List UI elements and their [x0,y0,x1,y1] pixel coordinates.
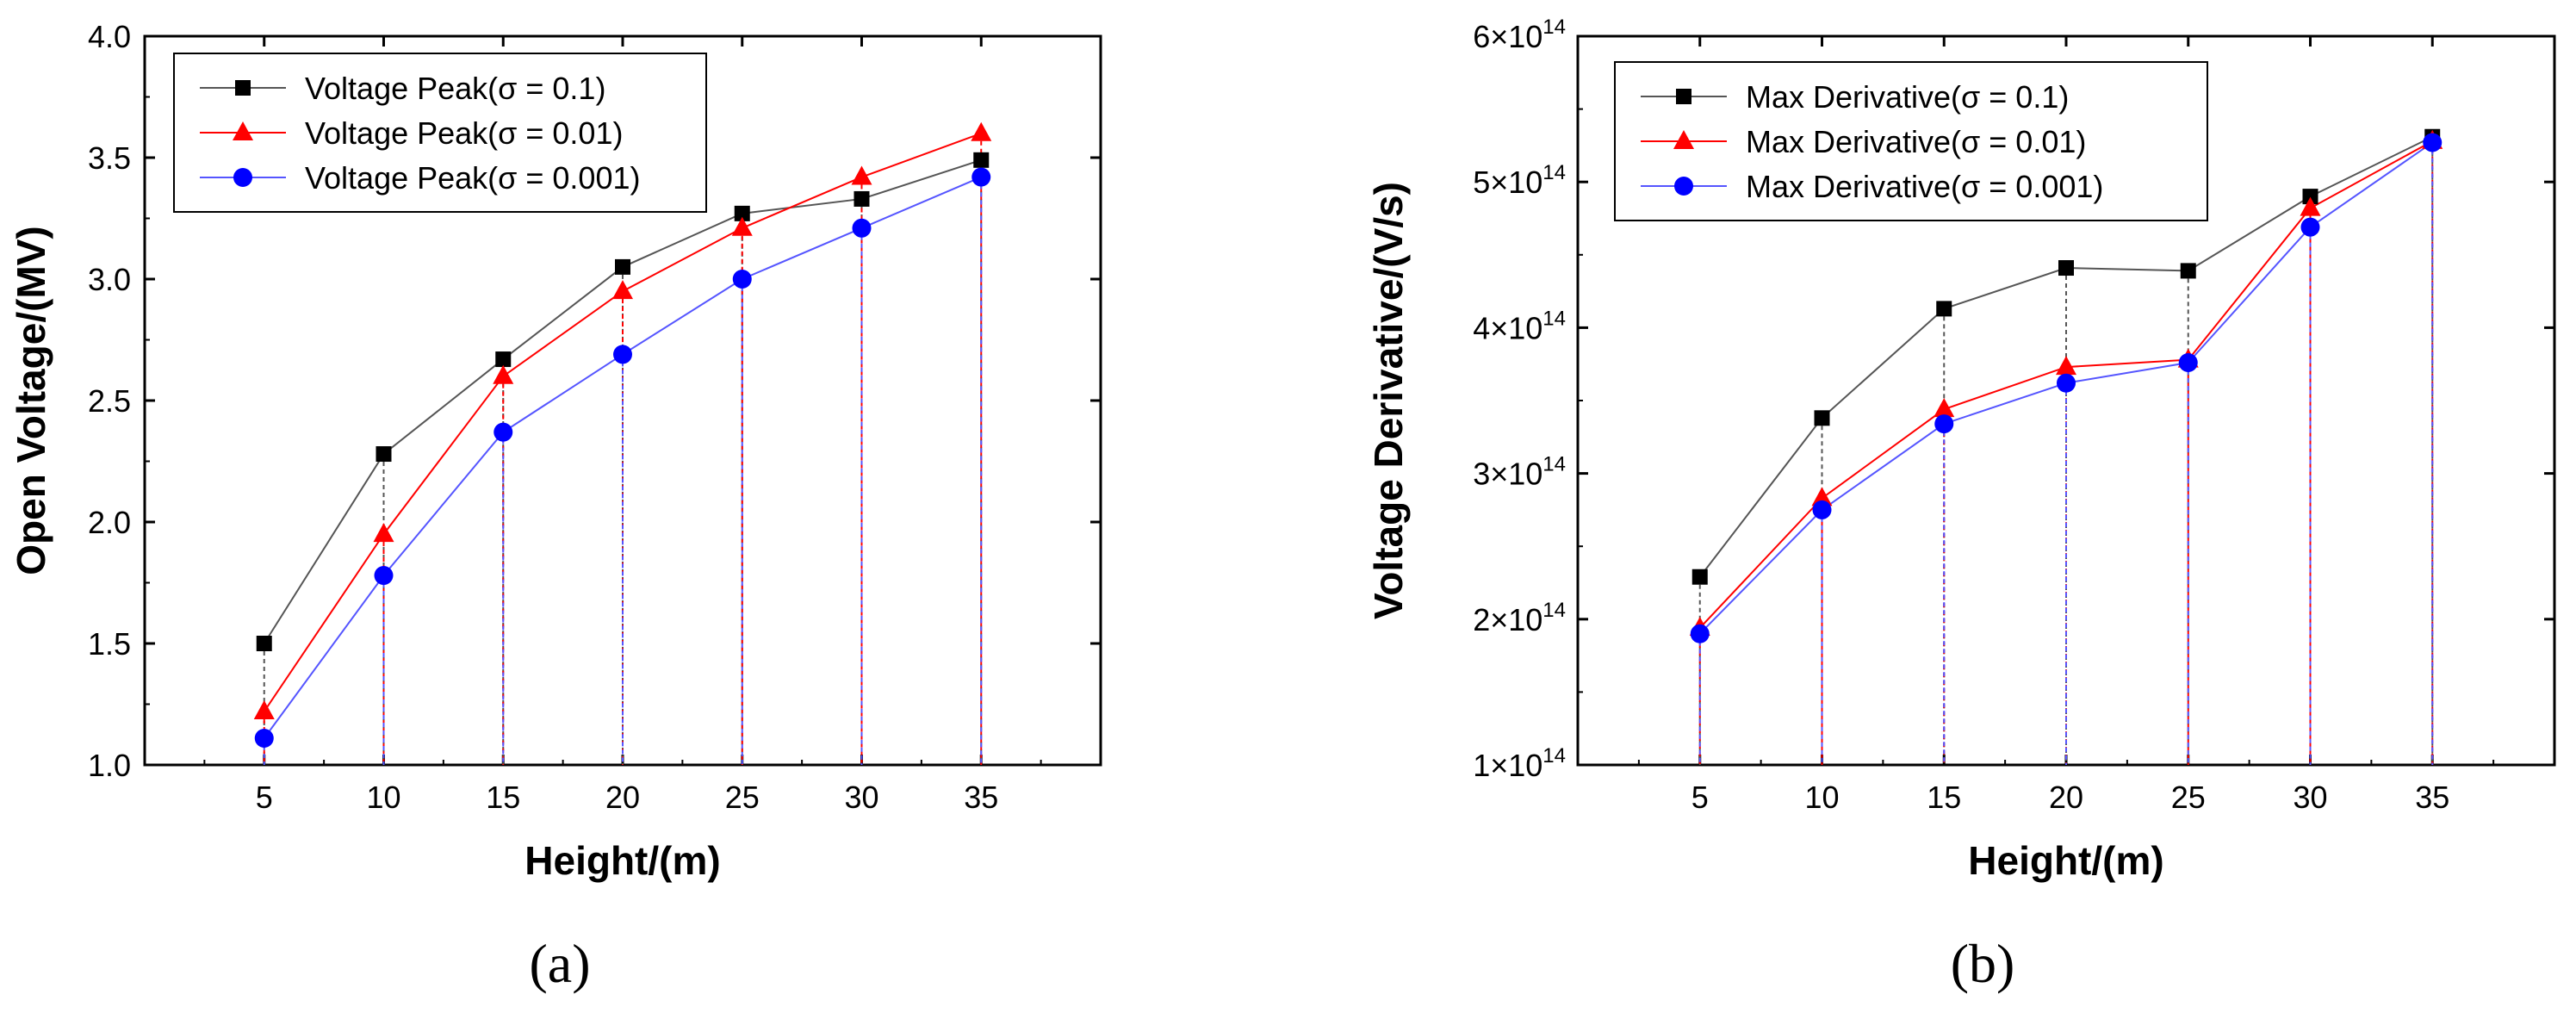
data-point-1 [971,121,992,141]
data-point-0 [256,636,272,651]
x-tick-label: 35 [2415,780,2449,815]
data-point-1 [612,280,633,300]
chart-b: 5 10 15 20 25 30 35 1×1014 2×1014 3×1014 4×1014 5×1… [1366,16,2556,994]
data-point-0 [2302,189,2318,205]
x-tick-label: 5 [1691,780,1709,815]
y-axis-label: Voltage Derivative/(V/s) [1366,182,1411,619]
data-point-2 [493,422,513,442]
x-tick-label: 35 [964,780,998,815]
y-axis-label: Open Voltage/(MV) [9,226,53,575]
data-point-2 [613,345,632,364]
data-point-0 [734,205,750,221]
y-tick-label: 2.5 [88,383,131,419]
x-tick-label: 30 [844,780,878,815]
y-tick-label: 4×1014 [1473,307,1566,345]
y-tick-label: 2.0 [88,505,131,540]
x-tick-label: 20 [605,780,640,815]
x-tick-label: 10 [1804,780,1839,815]
legend-marker [1676,89,1691,104]
data-point-2 [2423,133,2443,152]
legend-label: Max Derivative(σ = 0.1) [1746,79,2069,115]
data-point-1 [851,165,872,185]
data-point-0 [2180,263,2196,279]
data-point-2 [1690,624,1710,643]
y-tick-label: 1.0 [88,748,131,783]
y-tick-label: 3.0 [88,262,131,297]
data-point-0 [973,152,990,168]
data-point-0 [1936,301,1952,317]
x-tick-label: 15 [486,780,520,815]
legend-label: Voltage Peak(σ = 0.1) [305,71,605,106]
x-tick-label: 25 [2171,780,2206,815]
y-tick-label: 2×1014 [1473,599,1566,637]
data-point-2 [2057,373,2076,393]
data-point-2 [852,218,872,238]
legend-marker [235,80,251,96]
data-point-2 [1812,500,1832,519]
data-point-0 [853,190,870,207]
panel-label: (b) [1951,933,2015,994]
legend-marker [233,121,253,140]
data-point-1 [2056,356,2076,376]
data-point-2 [732,270,752,289]
legend-label: Voltage Peak(σ = 0.001) [305,160,640,196]
chart-a: 5 10 15 20 25 30 35 1.0 1.5 2.0 2.5 3.0 3.5 4.0 Voltag… [9,19,1102,994]
data-point-0 [376,446,392,463]
x-axis-label: Height/(m) [525,838,720,883]
data-point-2 [254,728,274,748]
x-tick-label: 25 [725,780,760,815]
data-point-1 [731,216,753,236]
data-point-0 [1691,569,1708,585]
data-point-2 [1934,414,1954,434]
data-point-2 [374,566,394,586]
y-tick-label: 4.0 [88,19,131,54]
legend-label: Max Derivative(σ = 0.001) [1746,169,2103,204]
legend-marker [233,168,252,187]
data-point-1 [493,364,514,384]
legend-marker [1673,130,1694,149]
y-tick-label: 6×1014 [1473,16,1566,54]
data-point-2 [2178,353,2198,373]
y-tick-label: 1×1014 [1473,744,1566,783]
data-point-2 [2300,217,2320,237]
data-point-0 [1814,410,1830,426]
x-axis-label: Height/(m) [1968,838,2163,883]
data-point-1 [1934,398,1955,418]
data-point-1 [373,523,394,543]
legend-label: Max Derivative(σ = 0.01) [1746,124,2086,159]
y-tick-label: 1.5 [88,626,131,662]
data-point-1 [253,699,275,719]
x-tick-label: 10 [366,780,400,815]
x-tick-label: 30 [2293,780,2327,815]
data-point-0 [2058,260,2074,277]
panel-label: (a) [529,933,590,994]
y-tick-label: 5×1014 [1473,161,1566,200]
legend-marker [1674,177,1693,196]
y-tick-label: 3.5 [88,140,131,176]
data-point-0 [615,258,630,275]
legend-label: Voltage Peak(σ = 0.01) [305,115,623,151]
x-tick-label: 5 [256,780,273,815]
x-tick-label: 15 [1927,780,1961,815]
data-point-1 [2300,196,2321,216]
data-point-0 [495,351,512,368]
y-tick-label: 3×1014 [1473,453,1566,492]
data-point-1 [1811,487,1833,506]
x-tick-label: 20 [2049,780,2083,815]
data-point-2 [971,167,991,187]
